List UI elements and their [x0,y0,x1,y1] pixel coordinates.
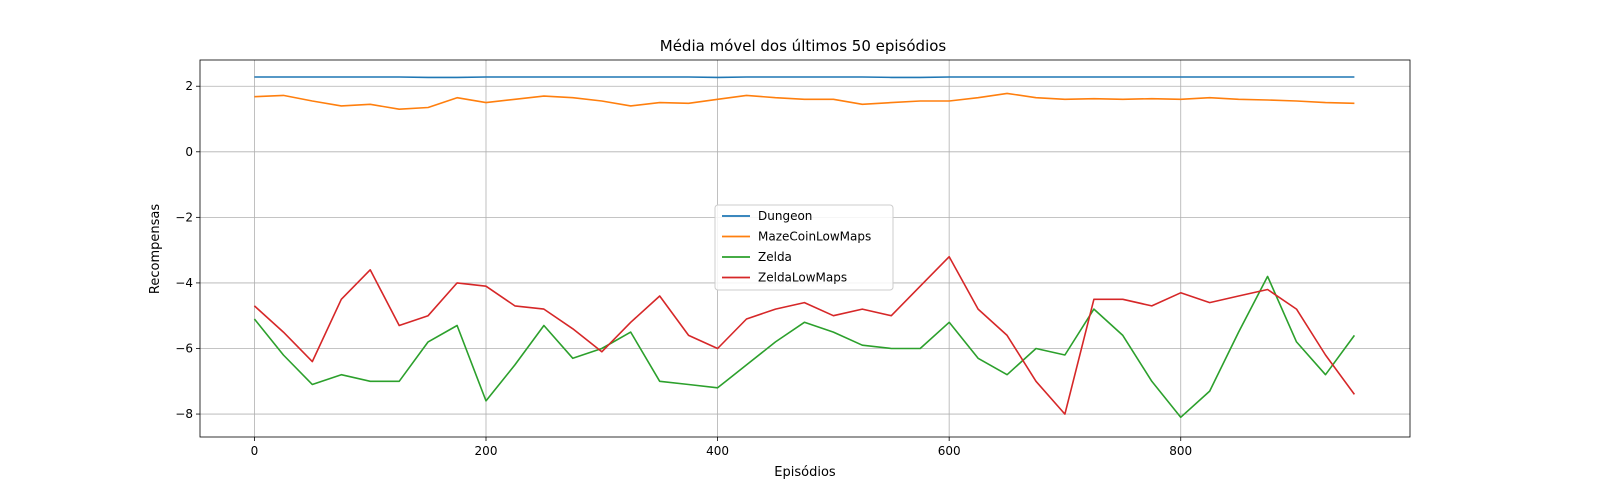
x-tick-label: 200 [475,444,498,458]
y-tick-label: −2 [175,210,193,224]
legend-entry-label: Dungeon [758,209,812,223]
x-tick-label: 0 [251,444,259,458]
legend-entry-label: MazeCoinLowMaps [758,230,871,244]
x-tick-label: 800 [1169,444,1192,458]
y-tick-label: −8 [175,407,193,421]
legend: Dungeon MazeCoinLowMaps Zelda ZeldaLowMaps [715,205,893,290]
y-tick-label: −4 [175,276,193,290]
y-tick-label: 0 [185,145,193,159]
legend-entry-label: ZeldaLowMaps [758,271,847,285]
x-axis-label: Episódios [774,465,836,480]
y-axis-label: Recompensas [148,204,163,294]
y-tick-label: −6 [175,341,193,355]
chart-title: Média móvel dos últimos 50 episódios [660,37,947,55]
legend-entry-label: Zelda [758,250,792,264]
x-tick-label: 400 [706,444,729,458]
x-tick-label: 600 [938,444,961,458]
y-tick-label: 2 [185,79,193,93]
